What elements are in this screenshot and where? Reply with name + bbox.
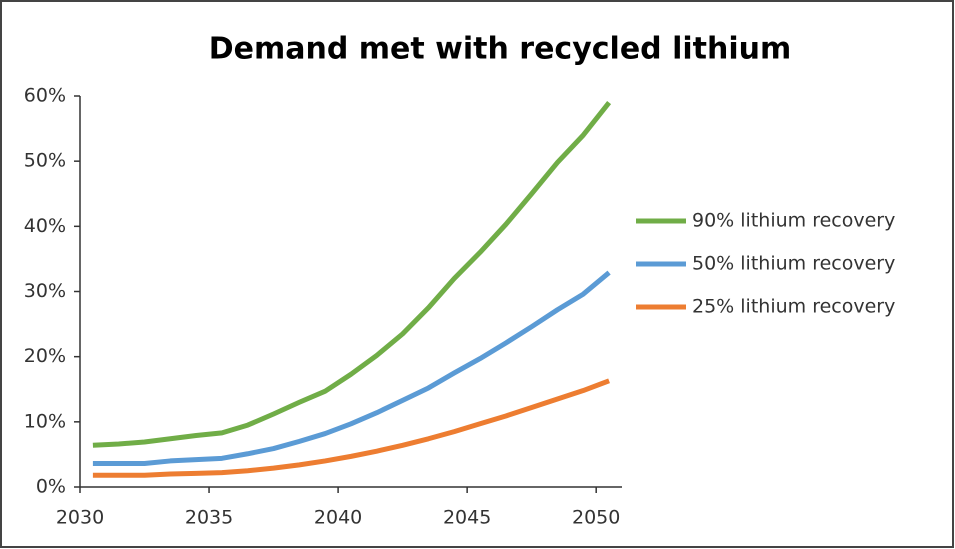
chart-title: Demand met with recycled lithium bbox=[209, 32, 792, 67]
series-line bbox=[92, 100, 612, 448]
series-line bbox=[92, 270, 611, 467]
y-tick-label: 60% bbox=[24, 85, 66, 107]
x-tick-label: 2030 bbox=[56, 507, 104, 529]
y-tick-label: 30% bbox=[24, 280, 66, 302]
x-tick-label: 2035 bbox=[185, 507, 233, 529]
legend-label: 90% lithium recovery bbox=[692, 210, 895, 232]
y-tick-label: 40% bbox=[24, 215, 66, 237]
y-tick-label: 50% bbox=[24, 150, 66, 172]
legend-label: 25% lithium recovery bbox=[692, 296, 895, 318]
y-tick-label: 20% bbox=[24, 345, 66, 367]
series-line bbox=[92, 378, 610, 478]
x-tick-label: 2050 bbox=[572, 507, 620, 529]
x-tick-label: 2040 bbox=[314, 507, 362, 529]
legend-label: 50% lithium recovery bbox=[692, 253, 895, 275]
x-tick-label: 2045 bbox=[443, 507, 491, 529]
y-tick-label: 10% bbox=[24, 410, 66, 432]
y-tick-label: 0% bbox=[36, 476, 66, 498]
